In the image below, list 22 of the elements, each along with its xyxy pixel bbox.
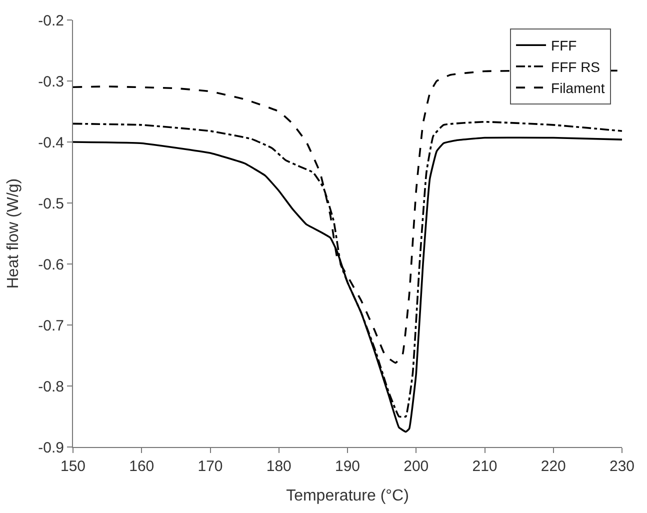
x-tick-label: 190: [334, 458, 360, 475]
x-tick-label: 210: [472, 458, 498, 475]
x-tick-label: 170: [198, 458, 223, 475]
x-tick-label: 150: [60, 458, 86, 475]
y-tick-label: -0.6: [38, 256, 64, 274]
y-tick-label: -0.2: [38, 12, 64, 30]
y-tick-label: -0.7: [38, 317, 64, 334]
x-tick-label: 180: [266, 458, 292, 475]
y-axis-title: Heat flow (W/g): [5, 178, 22, 289]
legend-label: Filament: [551, 80, 605, 96]
x-tick-label: 220: [540, 458, 566, 475]
x-tick-label: 230: [609, 458, 635, 475]
y-tick-label: -0.5: [38, 195, 64, 212]
y-tick-label: -0.8: [38, 378, 64, 396]
x-tick-label: 200: [404, 458, 429, 475]
y-tick-label: -0.9: [38, 439, 64, 456]
x-axis-title: Temperature (°C): [286, 488, 409, 505]
y-tick-label: -0.3: [38, 73, 64, 90]
legend-label: FFF RS: [551, 58, 600, 75]
y-tick-label: -0.4: [38, 134, 64, 152]
x-tick-label: 160: [129, 458, 154, 475]
legend-label: FFF: [551, 38, 577, 54]
